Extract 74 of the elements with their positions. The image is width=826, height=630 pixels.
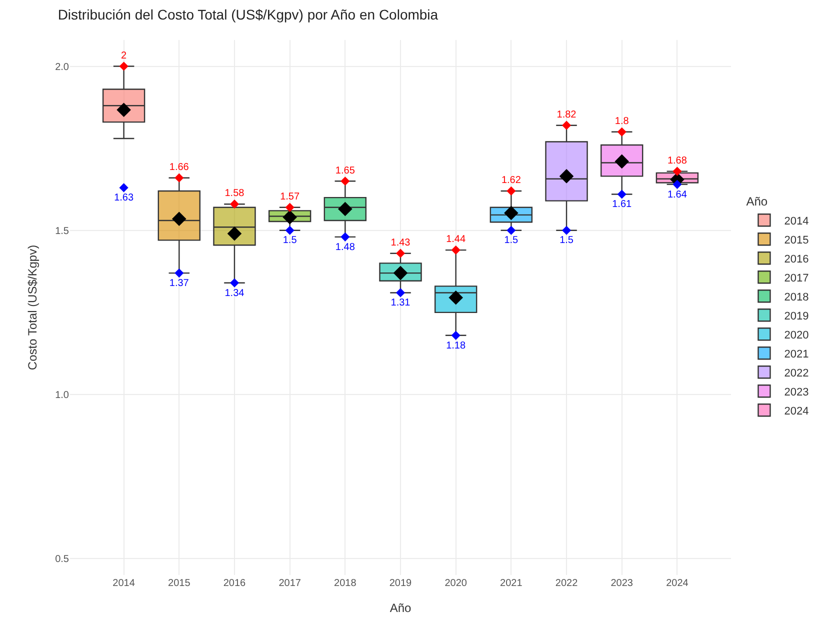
x-tick-label: 2018 [334, 578, 357, 589]
point [506, 186, 516, 196]
point [506, 226, 516, 235]
data-label: 1.58 [224, 188, 245, 200]
point [672, 166, 682, 176]
legend-label: 2018 [784, 291, 809, 304]
legend-label: 2017 [784, 272, 809, 284]
x-tick-label: 2022 [555, 578, 578, 589]
point [340, 232, 350, 242]
data-label: 1.65 [335, 165, 356, 176]
legend-label: 2022 [784, 367, 809, 380]
data-label: 1.68 [667, 155, 688, 166]
data-label: 1.31 [390, 298, 411, 309]
point [451, 246, 460, 255]
data-label: 1.66 [169, 162, 190, 173]
x-tick-label: 2016 [223, 578, 246, 589]
point [562, 226, 572, 235]
y-tick-label: 1.0 [55, 390, 70, 401]
point [672, 180, 682, 189]
x-axis-title: Año [390, 600, 412, 615]
data-label: 1.37 [169, 278, 190, 289]
data-label: 1.5 [560, 235, 574, 246]
point [451, 330, 460, 340]
data-label: 1.61 [612, 199, 632, 210]
legend-label: 2023 [784, 386, 809, 398]
data-label: 1.44 [446, 234, 466, 246]
data-label: 1.5 [282, 235, 298, 246]
legend-title: Año [746, 194, 768, 209]
data-label: 1.57 [280, 192, 300, 203]
x-tick-label: 2020 [444, 578, 468, 589]
y-axis-title: Costo Total (US$/Kgpv) [25, 244, 40, 370]
legend-label: 2024 [784, 405, 809, 418]
legend-label: 2019 [784, 310, 809, 322]
legend-label: 2021 [784, 348, 809, 360]
point [230, 278, 240, 288]
legend-label: 2014 [784, 215, 809, 228]
point [119, 183, 128, 192]
chart-title: Distribución del Costo Total (US$/Kgpv) por Año en Colombia [58, 6, 438, 22]
x-tick-label: 2024 [666, 578, 689, 589]
point [617, 127, 626, 136]
x-tick-label: 2019 [389, 578, 412, 589]
legend-label: 2016 [784, 253, 809, 266]
point [396, 248, 406, 258]
data-label: 2 [121, 50, 128, 62]
point [119, 62, 128, 71]
data-label: 1.62 [501, 175, 522, 186]
point [285, 202, 294, 212]
data-label: 1.18 [446, 340, 466, 352]
point [396, 288, 406, 298]
point [617, 190, 626, 199]
data-label: 1.8 [614, 116, 630, 128]
point [340, 176, 350, 186]
x-tick-label: 2021 [500, 578, 523, 589]
x-tick-label: 2014 [112, 578, 136, 589]
x-tick-label: 2017 [278, 578, 302, 589]
data-label: 1.34 [224, 288, 245, 299]
data-label: 1.82 [556, 109, 577, 120]
y-tick-label: 1.5 [55, 226, 70, 237]
y-tick-label: 2.0 [55, 62, 70, 73]
point [230, 200, 240, 209]
data-label: 1.63 [114, 192, 134, 204]
x-tick-label: 2015 [168, 578, 191, 589]
data-label: 1.48 [335, 242, 356, 253]
legend-label: 2015 [784, 234, 809, 246]
point [285, 226, 294, 235]
data-label: 1.64 [667, 189, 688, 200]
point [562, 120, 572, 130]
point [174, 173, 184, 182]
legend-label: 2020 [784, 329, 809, 342]
y-tick-label: 0.5 [55, 554, 70, 566]
point [174, 268, 184, 278]
x-tick-label: 2023 [610, 578, 634, 589]
data-label: 1.43 [390, 237, 411, 248]
data-label: 1.5 [504, 235, 519, 246]
